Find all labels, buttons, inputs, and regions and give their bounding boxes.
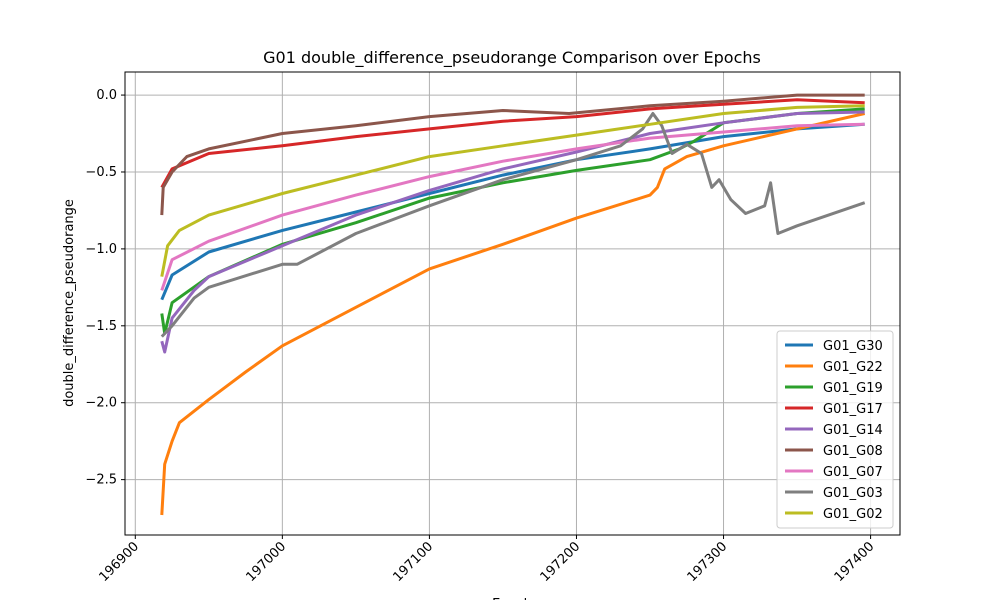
y-tick-label: −2.0 <box>85 396 117 411</box>
legend-label: G01_G19 <box>823 381 883 396</box>
chart-title: G01 double_difference_pseudorange Compar… <box>263 48 761 68</box>
x-axis-label: Epoch <box>492 597 532 600</box>
x-tick-label: 197200 <box>538 539 584 585</box>
legend-label: G01_G17 <box>823 402 883 417</box>
plot-frame <box>124 71 901 536</box>
y-tick-label: −1.5 <box>85 319 117 334</box>
legend-label: G01_G30 <box>823 339 883 354</box>
legend-box <box>776 330 894 529</box>
legend-label: G01_G08 <box>823 444 883 459</box>
series-line <box>160 93 865 216</box>
series-line <box>160 112 866 338</box>
legend-label: G01_G14 <box>823 423 883 438</box>
x-tick-label: 196900 <box>96 539 142 585</box>
legend-label: G01_G02 <box>823 507 883 522</box>
y-tick-label: −0.5 <box>85 165 117 180</box>
legend: G01_G30 G01_G22 G01_G19 G01_G17 G01_G14 G01_G… <box>776 330 894 529</box>
x-tick-label: 197100 <box>391 539 437 585</box>
series-line <box>160 107 865 335</box>
series-line <box>160 122 865 291</box>
x-tick-label: 197400 <box>832 539 878 585</box>
x-tick-label: 197300 <box>685 539 731 585</box>
y-axis-label: double_difference_pseudorange <box>62 199 77 407</box>
y-tick-label: −2.5 <box>85 473 117 488</box>
legend-label: G01_G07 <box>823 465 883 480</box>
legend-label: G01_G22 <box>823 360 883 375</box>
y-tick-label: −1.0 <box>85 242 117 257</box>
y-tick-label: 0.0 <box>96 88 117 103</box>
series-line <box>160 104 865 277</box>
series-line <box>160 98 865 189</box>
series-line <box>160 112 866 516</box>
legend-label: G01_G03 <box>823 486 883 501</box>
series-line <box>160 110 865 354</box>
series-line <box>160 122 865 301</box>
x-tick-label: 197000 <box>243 539 289 585</box>
